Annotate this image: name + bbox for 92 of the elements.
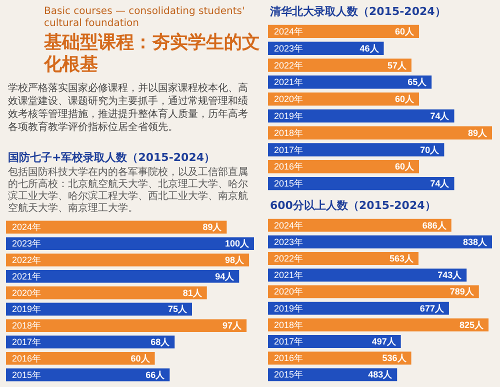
y-tick-label: 2021年 [274,77,304,88]
data-label: 89人 [468,128,488,138]
data-label: 89人 [202,222,223,232]
data-label: 75人 [168,304,188,314]
y-tick-label: 2022年 [12,255,42,265]
y-tick-label: 2024年 [274,220,304,230]
data-label: 789人 [450,286,475,297]
y-tick-label: 2019年 [274,110,304,121]
bar [268,143,444,156]
bar [268,24,420,38]
bar [6,237,254,250]
data-label: 60人 [394,162,416,172]
bar [268,352,412,365]
data-label: 65人 [408,77,428,88]
y-tick-label: 2015年 [274,178,304,189]
data-label: 74人 [430,178,450,189]
chart-title: 国防七子+军校录取人数（2015-2024） [8,150,216,165]
data-label: 563人 [389,254,414,264]
bar [268,218,452,232]
y-tick-label: 2019年 [274,303,304,314]
y-tick-label: 2023年 [12,238,42,249]
data-label: 74人 [430,110,450,121]
y-tick-label: 2017年 [274,336,304,346]
data-label: 60人 [130,353,151,364]
y-tick-label: 2024年 [274,26,304,36]
y-tick-label: 2021年 [12,271,42,282]
data-label: 677人 [420,303,445,314]
data-label: 70人 [420,144,440,155]
data-label: 483人 [368,370,394,380]
y-tick-label: 2016年 [12,353,42,364]
bar [268,126,492,140]
y-tick-label: 2023年 [274,43,304,54]
text: 基础型课程：夯实学生的文化根基 [44,32,261,76]
bar [6,286,207,300]
data-label: 94人 [215,271,236,282]
bar [6,319,247,332]
bar [268,318,489,332]
bar [268,109,454,123]
data-label: 536人 [382,353,408,364]
y-tick-label: 2017年 [12,337,42,347]
bar [268,235,492,248]
data-label: 66人 [146,370,166,380]
y-tick-label: 2018年 [274,320,304,330]
bar [268,335,401,348]
data-label: 97人 [222,320,243,331]
bar [6,302,192,316]
data-label: 100人 [224,238,250,249]
bar [6,220,227,234]
y-tick-label: 2016年 [274,353,304,364]
y-tick-label: 2020年 [274,286,304,297]
bar [268,76,432,89]
y-tick-label: 2022年 [274,60,304,70]
data-label: 57人 [387,60,408,70]
text: 学校严格落实国家必修课程，并以国家课程校本化、高效课堂建设、课题研究为主要抓手，通过常规管理和绩效考核等管理措施，推进提升整体育人质量，历年高考各项教育教学评价指标位居全省领先。 [8,82,249,134]
bar [268,302,449,315]
y-tick-label: 2018年 [274,128,304,138]
text: Basic courses — consolidating students' cultural foundation [44,6,246,30]
y-tick-label: 2019年 [12,304,42,314]
bar [6,254,250,266]
data-label: 497人 [372,336,397,346]
bar [6,336,175,348]
y-tick-label: 2024年 [12,222,42,232]
y-tick-label: 2016年 [274,162,304,172]
y-tick-label: 2018年 [12,320,42,331]
bar [6,270,240,283]
data-label: 98人 [225,255,246,265]
bar [268,285,479,298]
y-tick-label: 2015年 [274,370,304,380]
data-label: 46人 [360,43,380,54]
chart-title: 600分以上人数（2015-2024） [270,198,437,213]
bar [268,268,467,282]
y-tick-label: 2015年 [12,370,42,380]
y-tick-label: 2021年 [274,270,304,280]
bar [268,58,412,72]
bar [268,176,454,190]
y-tick-label: 2020年 [274,94,304,104]
data-label: 81人 [182,288,203,298]
data-label: 60人 [394,26,416,36]
text: 包括国防科技大学在内的各军事院校，以及工信部直属的七所高校：北京航空航天大学、北京理工大学、哈尔滨工业大学、哈尔滨工程大学、西北工业大学、南京航空航天大学、南京理工大学。 [8,167,249,215]
bar [268,252,418,265]
data-label: 60人 [394,94,416,104]
y-tick-label: 2023年 [274,236,304,247]
y-tick-label: 2020年 [12,288,42,298]
y-tick-label: 2017年 [274,144,304,155]
data-label: 838人 [462,236,488,247]
bar [6,352,155,365]
y-tick-label: 2022年 [274,254,304,264]
data-label: 686人 [422,220,448,230]
data-label: 825人 [459,320,485,330]
chart-title: 清华北大录取人数（2015-2024） [270,4,447,19]
data-label: 743人 [438,270,463,280]
data-label: 68人 [150,337,171,347]
